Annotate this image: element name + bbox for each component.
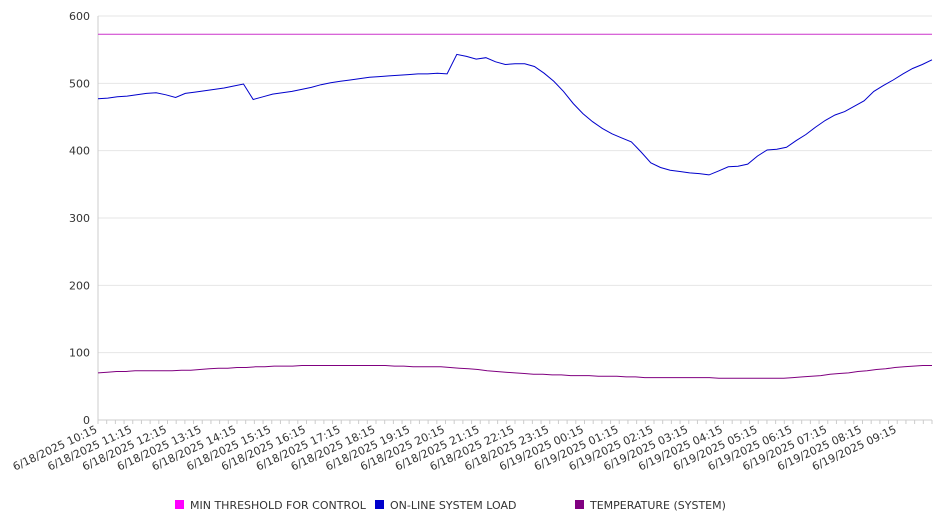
x-axis-ticks: 6/18/2025 10:156/18/2025 11:156/18/2025 … <box>11 423 899 473</box>
axes <box>97 16 933 424</box>
series-line-1 <box>97 53 933 176</box>
y-tick-label-200: 200 <box>69 279 90 292</box>
y-tick-label-600: 600 <box>69 10 90 23</box>
y-axis-ticks: 0 100 200 300 400 500 600 <box>69 10 90 427</box>
y-tick-label-400: 400 <box>69 145 90 158</box>
legend-label-1: ON-LINE SYSTEM LOAD <box>390 499 516 512</box>
y-tick-label-500: 500 <box>69 77 90 90</box>
legend-swatch-0 <box>175 500 184 509</box>
legend-swatch-2 <box>575 500 584 509</box>
y-tick-label-100: 100 <box>69 347 90 360</box>
legend-label-0: MIN THRESHOLD FOR CONTROL <box>190 499 367 512</box>
legend: MIN THRESHOLD FOR CONTROL ON-LINE SYSTEM … <box>175 499 726 512</box>
legend-label-2: TEMPERATURE (SYSTEM) <box>589 499 726 512</box>
legend-swatch-1 <box>375 500 384 509</box>
series-line-2 <box>97 365 932 379</box>
y-tick-label-300: 300 <box>69 212 90 225</box>
series-lines <box>97 33 933 379</box>
y-tick-label-0: 0 <box>83 414 90 427</box>
gridlines <box>98 15 932 354</box>
